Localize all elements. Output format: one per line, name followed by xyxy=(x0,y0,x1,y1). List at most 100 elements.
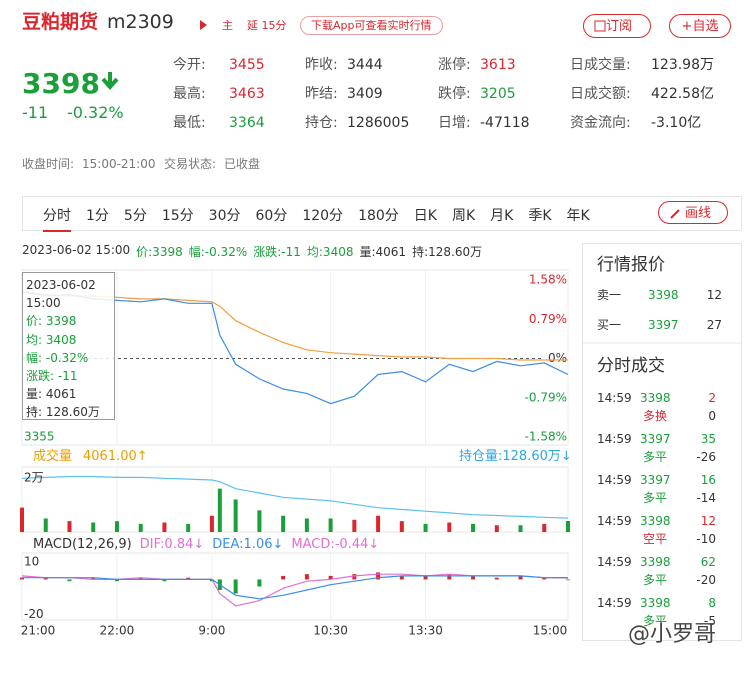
trade-price: 3398 xyxy=(640,514,671,528)
trade-time: 14:59 xyxy=(597,514,632,528)
contract-code: m2309 xyxy=(107,11,174,33)
draw-icon xyxy=(670,209,680,219)
field-value: 3444 xyxy=(347,57,383,73)
macd-bar xyxy=(447,574,452,580)
tooltip-line: 量: 4061 xyxy=(26,387,77,402)
tab[interactable]: 1分 xyxy=(86,208,109,224)
volume-bar xyxy=(209,515,214,532)
order-book-title: 行情报价 xyxy=(597,255,665,275)
order-price: 3397 xyxy=(648,318,679,332)
subscribe-button[interactable]: 订阅 xyxy=(583,14,651,38)
trade-change: -20 xyxy=(696,573,716,587)
macd-bar xyxy=(518,575,523,580)
volume-bar xyxy=(494,525,499,532)
volume-bar xyxy=(447,522,452,532)
volume-bar xyxy=(471,523,476,532)
x-tick-label: 10:30 xyxy=(313,624,348,638)
draw-button[interactable]: 画线 xyxy=(658,201,728,224)
tab[interactable]: 日K xyxy=(413,208,437,224)
trade-price: 3398 xyxy=(640,555,671,569)
volume-bar xyxy=(20,507,24,532)
macd-bar xyxy=(423,575,428,580)
tab[interactable]: 年K xyxy=(566,208,590,224)
macd-bar xyxy=(138,577,143,580)
app-notice[interactable]: 下载App可查看实时行情 xyxy=(300,16,443,35)
tab[interactable]: 180分 xyxy=(358,208,399,224)
info-bar: 2023-06-02 15:00 价:3398 幅:-0.32% 涨跌:-11 均:34… xyxy=(22,243,482,260)
tab[interactable]: 5分 xyxy=(123,208,147,224)
macd-bar xyxy=(91,577,96,580)
price-change-pct: -0.32% xyxy=(67,103,124,122)
macd-item: DEA:1.06↓ xyxy=(212,537,284,552)
status-value: 已收盘 xyxy=(224,157,261,171)
tooltip-line: 持: 128.60万 xyxy=(26,405,100,420)
volume-bar xyxy=(162,522,167,532)
macd-bar xyxy=(43,577,48,580)
macd-bar xyxy=(186,577,191,580)
play-icon xyxy=(200,20,207,30)
info-item: 涨跌:-11 xyxy=(253,245,301,259)
volume-value: 4061.00↑ xyxy=(83,449,148,464)
field-label: 今开: xyxy=(173,57,206,73)
watermark: @小罗哥 xyxy=(628,622,717,647)
field-value: 3409 xyxy=(347,86,383,102)
macd-bar xyxy=(328,575,333,580)
tooltip-line: 涨跌: -11 xyxy=(26,369,78,384)
macd-bar xyxy=(566,579,570,581)
tooltip-line: 均: 3408 xyxy=(26,332,77,347)
macd-item: MACD(12,26,9) xyxy=(33,537,132,552)
macd-bar xyxy=(233,579,238,594)
volume-bar xyxy=(281,515,286,532)
price-line xyxy=(21,291,569,405)
macd-item: DIF:0.84↓ xyxy=(139,537,205,552)
x-tick-label: 9:00 xyxy=(198,624,225,638)
status-value: 15:00-21:00 xyxy=(82,157,156,171)
volume-bar xyxy=(566,521,570,532)
tab[interactable]: 120分 xyxy=(302,208,344,224)
tab[interactable]: 周K xyxy=(451,208,476,224)
tab[interactable]: 季K xyxy=(528,208,552,224)
macd-item: MACD:-0.44↓ xyxy=(291,537,380,552)
price-tick-label: 3355 xyxy=(24,430,55,444)
open-interest-line xyxy=(21,475,569,519)
macd-bar xyxy=(114,579,119,582)
tab[interactable]: 月K xyxy=(490,208,514,224)
order-side: 卖一 xyxy=(597,288,622,302)
watch-button[interactable]: +自选 xyxy=(669,14,731,38)
dea-line xyxy=(22,575,569,600)
tooltip-line: 价: 3398 xyxy=(26,314,77,329)
trade-change: 0 xyxy=(708,409,716,423)
trade-price: 3397 xyxy=(640,432,671,446)
x-tick-label: 22:00 xyxy=(100,624,135,638)
field-label: 昨结: xyxy=(305,86,338,102)
info-item: 价:3398 xyxy=(136,245,183,259)
macd-bar xyxy=(542,577,547,580)
trade-volume: 2 xyxy=(708,391,716,405)
tab[interactable]: 分时 xyxy=(43,205,71,232)
volume-bar xyxy=(304,518,309,532)
macd-bar xyxy=(471,575,476,580)
trade-price: 3398 xyxy=(640,596,671,610)
field-value: 3463 xyxy=(229,86,265,102)
status-label: 交易状态: xyxy=(164,157,217,171)
tab[interactable]: 30分 xyxy=(208,208,241,224)
macd-bar xyxy=(352,574,357,580)
tab[interactable]: 15分 xyxy=(161,208,194,224)
trade-type: 多平 xyxy=(643,450,668,464)
trade-volume: 8 xyxy=(708,596,716,610)
tab[interactable]: 60分 xyxy=(255,208,288,224)
trade-change: -26 xyxy=(696,450,716,464)
last-price: 3398 xyxy=(22,67,100,100)
info-item: 持:128.60万 xyxy=(412,245,483,259)
delay-tag: 延 15分 xyxy=(247,19,287,32)
volume-bar xyxy=(233,499,238,532)
trade-price: 3397 xyxy=(640,473,671,487)
volume-bar xyxy=(352,519,357,532)
tooltip-line: 15:00 xyxy=(26,296,61,311)
trade-type: 多平 xyxy=(643,491,668,505)
pct-tick-label: 1.58% xyxy=(529,273,567,287)
pct-tick-label: -1.58% xyxy=(525,430,567,444)
volume-bar xyxy=(518,525,523,532)
field-value: 3364 xyxy=(229,115,265,131)
macd-bar xyxy=(304,574,309,580)
